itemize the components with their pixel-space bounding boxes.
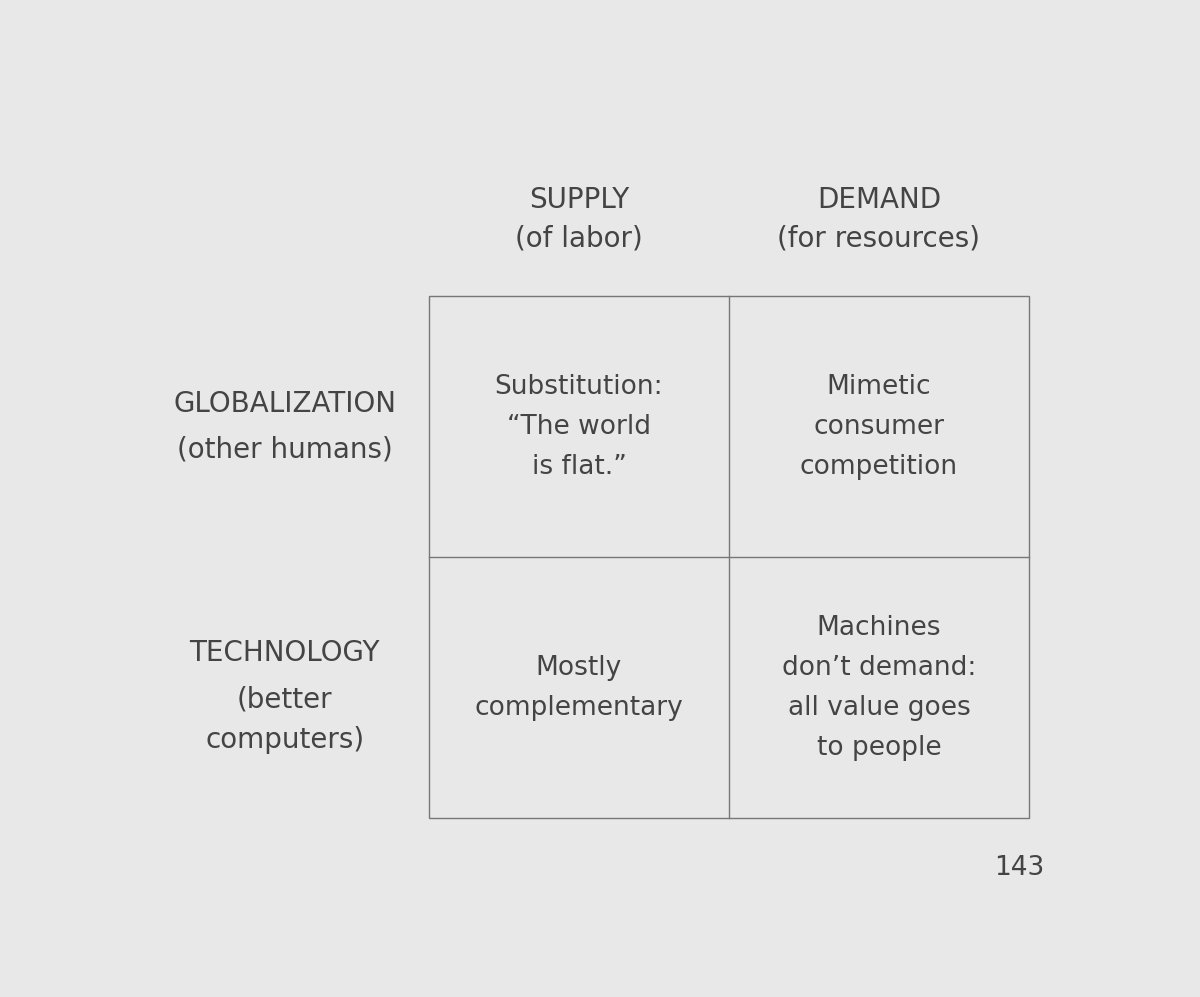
Text: Substitution:
“The world
is flat.”: Substitution: “The world is flat.” — [494, 374, 664, 480]
Text: Mimetic
consumer
competition: Mimetic consumer competition — [800, 374, 958, 480]
Text: Machines
don’t demand:
all value goes
to people: Machines don’t demand: all value goes to… — [781, 615, 976, 761]
Bar — [430, 296, 1028, 819]
Text: TECHNOLOGY: TECHNOLOGY — [190, 639, 380, 667]
Text: Mostly
complementary: Mostly complementary — [474, 655, 683, 721]
Text: (other humans): (other humans) — [176, 436, 392, 464]
Text: SUPPLY: SUPPLY — [529, 186, 629, 214]
Text: (of labor): (of labor) — [515, 224, 643, 252]
Text: (for resources): (for resources) — [778, 224, 980, 252]
Text: 143: 143 — [995, 855, 1045, 881]
Text: computers): computers) — [205, 726, 365, 754]
Text: GLOBALIZATION: GLOBALIZATION — [173, 390, 396, 418]
Text: (better: (better — [238, 685, 332, 713]
Text: DEMAND: DEMAND — [817, 186, 941, 214]
